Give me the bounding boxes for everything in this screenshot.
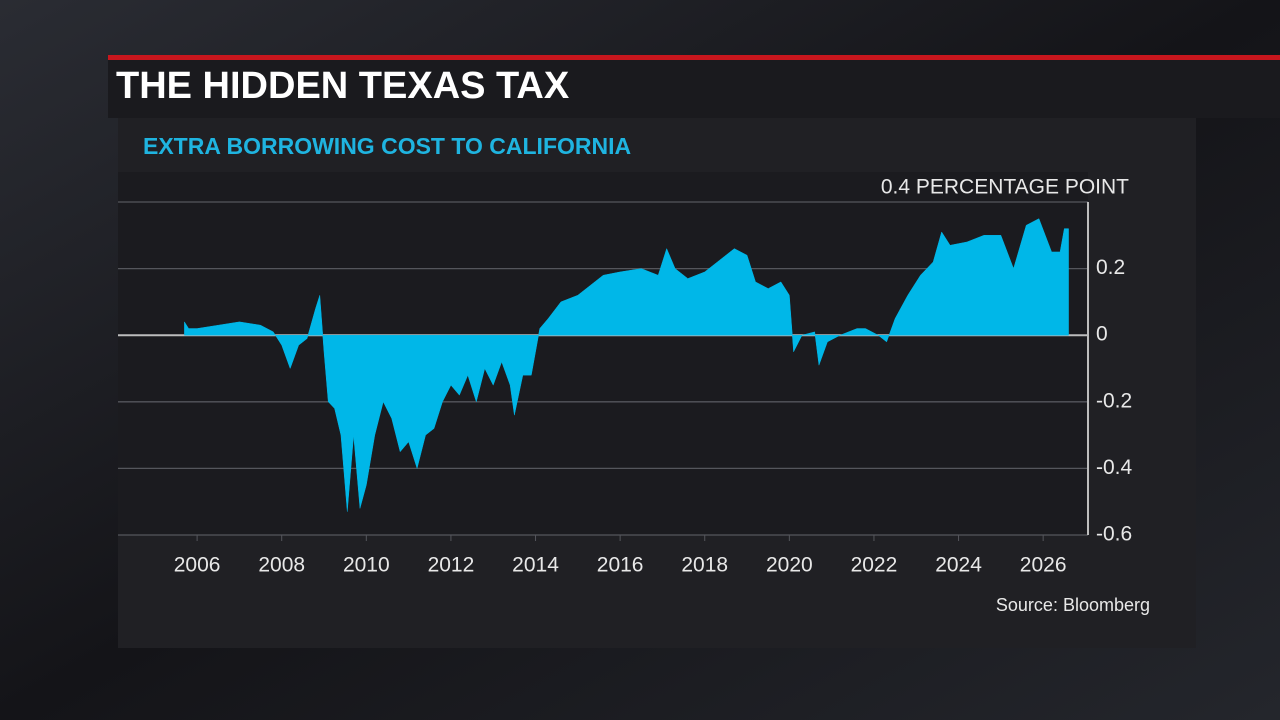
- chart-title: THE HIDDEN TEXAS TAX: [116, 65, 570, 107]
- x-tick-label: 2010: [343, 554, 390, 577]
- axes: -0.6 -0.4 -0.2 0 0.2 0.4 PERCENTAGE POINT 2006…: [174, 176, 1133, 577]
- x-tick-label: 2020: [766, 554, 813, 577]
- y-tick-label: -0.2: [1096, 389, 1132, 412]
- x-tick-label: 2016: [597, 554, 644, 577]
- chart-subtitle: EXTRA BORROWING COST TO CALIFORNIA: [143, 133, 631, 159]
- x-tick-label: 2012: [428, 554, 475, 577]
- y-tick-label: 0.4 PERCENTAGE POINT: [881, 176, 1129, 199]
- plot-area: [118, 172, 1088, 535]
- area-layer: [184, 218, 1069, 512]
- x-tick-label: 2008: [258, 554, 305, 577]
- x-tick-label: 2014: [512, 554, 559, 577]
- x-tick-label: 2018: [681, 554, 728, 577]
- x-tick-label: 2006: [174, 554, 221, 577]
- y-tick-label: 0: [1096, 323, 1108, 346]
- x-tick-label: 2022: [851, 554, 898, 577]
- red-rule: [108, 55, 1280, 60]
- source: Source: Bloomberg: [996, 595, 1150, 615]
- y-tick-label: -0.4: [1096, 456, 1133, 479]
- y-tick-label: -0.6: [1096, 523, 1132, 546]
- x-tick-label: 2024: [935, 554, 982, 577]
- x-tick-label: 2026: [1020, 554, 1067, 577]
- area: [184, 218, 1069, 512]
- y-tick-label: 0.2: [1096, 256, 1125, 279]
- title-bar: [108, 60, 1280, 118]
